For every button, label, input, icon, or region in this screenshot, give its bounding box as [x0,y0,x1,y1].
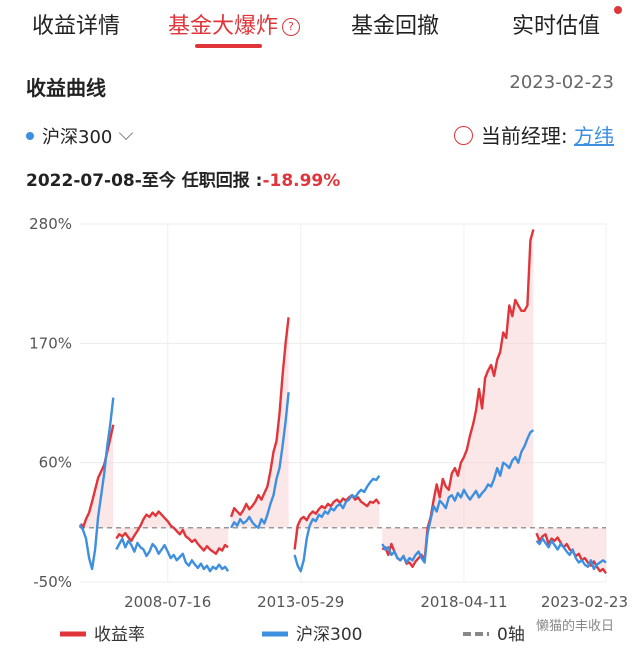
legend-label: 沪深300 [296,625,362,645]
index-selector[interactable]: 沪深300 [26,123,134,149]
csi300-line [535,537,607,571]
notification-dot [614,6,622,14]
chart-fills [80,229,606,574]
y-tick-label: 170% [29,334,72,352]
tab-income-details[interactable]: 收益详情 [32,14,121,39]
x-tick-label: 2018-04-11 [420,593,507,611]
legend-label: 0轴 [497,625,525,645]
watermark-text: 懒猫的丰收日 [536,618,614,634]
x-axis-ticks: 2008-07-16 2013-05-29 2018-04-11 2023-02-23 [124,593,628,611]
chart-grid [80,223,607,583]
section-date: 2023-02-23 [509,72,614,93]
fund-area [231,317,289,528]
manager-name-link[interactable]: 方纬 [574,124,614,148]
tab-realtime-estimate[interactable]: 实时估值 [512,14,601,39]
tab-fund-explosion[interactable]: 基金大爆炸? [168,8,301,40]
chart-lines [78,229,607,574]
fund-return-line [293,494,381,550]
csi300-line [293,475,381,573]
fund-area [116,511,229,554]
tab-fund-explosion-label: 基金大爆炸 [168,14,279,39]
tenure-return: 2022-07-08-至今 任职回报 :-18.99% [26,166,340,191]
radio-circle-icon[interactable] [453,126,473,145]
chart-legend: 收益率 沪深300 0轴 [60,625,525,645]
csi300-line [78,397,115,571]
tab-fund-drawdown[interactable]: 基金回撤 [351,14,440,39]
csi300-line [115,537,230,573]
csi300-line [230,392,290,529]
section-title: 收益曲线 [26,76,106,100]
fund-return-line [229,317,290,518]
fund-area [382,229,534,567]
fund-return-line [115,510,229,555]
y-tick-label: -50% [33,573,72,591]
y-tick-label: 60% [39,454,72,472]
fund-area [80,424,114,528]
csi300-line [381,429,535,564]
manager-info: 当前经理: 方纬 [453,120,614,149]
tenure-label: 2022-07-08-至今 任职回报 : [26,171,263,191]
chevron-down-icon [119,125,134,141]
index-selector-label: 沪深300 [42,127,113,148]
tab-bar: 收益详情 基金大爆炸? 基金回撤 实时估值 [0,0,640,56]
x-tick-label: 2008-07-16 [124,593,211,611]
return-chart[interactable]: 280% 170% 60% -50% 2008-07-16 2013-05-29 2018… [0,200,640,655]
x-tick-label: 2023-02-23 [541,593,628,611]
manager-label: 当前经理: [480,124,568,148]
help-icon[interactable]: ? [282,18,301,36]
active-tab-indicator [195,44,262,48]
fund-return-line [381,229,535,568]
legend-label: 收益率 [94,625,145,645]
fund-area [294,495,380,550]
y-tick-label: 280% [29,215,72,233]
index-color-dot [26,132,34,140]
x-tick-label: 2013-05-29 [257,593,344,611]
y-axis-ticks: 280% 170% 60% -50% [29,215,72,591]
tenure-return-value: -18.99% [262,171,341,191]
